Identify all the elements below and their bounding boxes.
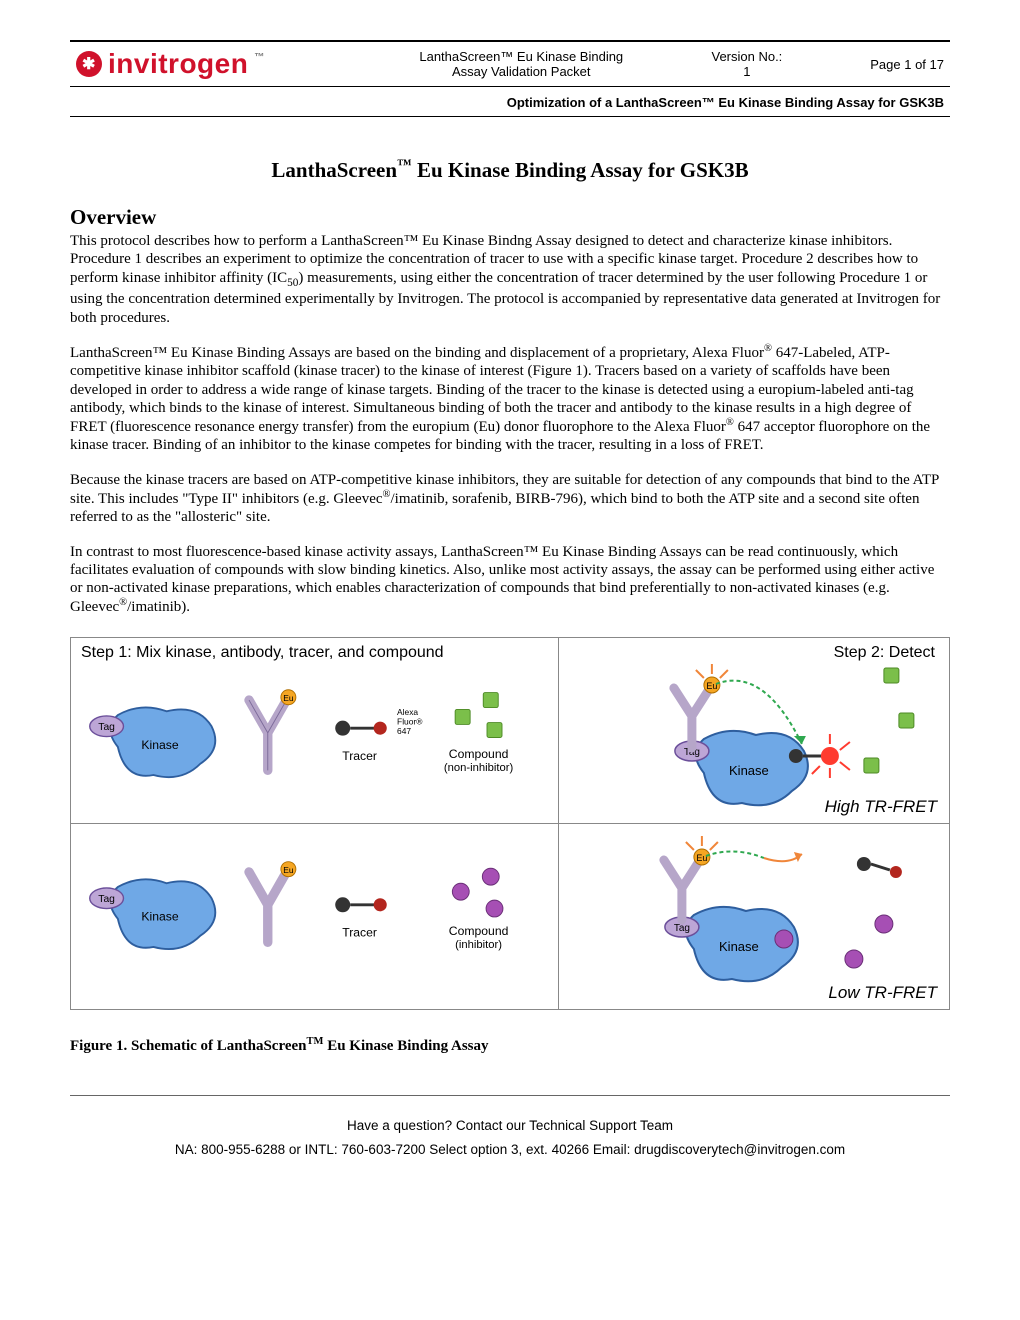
fig-cap-tm: TM	[307, 1036, 324, 1047]
svg-text:Kinase: Kinase	[729, 763, 769, 778]
header-version-value: 1	[685, 64, 808, 79]
p4b: /imatinib).	[127, 599, 190, 615]
header-table: ✱ invitrogen ™ LanthaScreen™ Eu Kinase B…	[70, 44, 950, 84]
footer-line-2: NA: 800-955-6288 or INTL: 760-603-7200 S…	[70, 1138, 950, 1162]
svg-text:Eu: Eu	[283, 693, 294, 703]
svg-text:Kinase: Kinase	[719, 939, 759, 954]
fig-cap-b: Eu Kinase Binding Assay	[323, 1038, 488, 1054]
header-doc-title-2: Assay Validation Packet	[369, 64, 673, 79]
header-version-label: Version No.:	[685, 49, 808, 64]
title-tm: ™	[397, 157, 412, 173]
figure-caption: Figure 1. Schematic of LanthaScreenTM Eu…	[70, 1036, 950, 1055]
figure-step2-bottom: Tag Kinase Eu	[559, 824, 949, 1009]
svg-text:Tag: Tag	[674, 923, 690, 934]
paragraph-4: In contrast to most fluorescence-based k…	[70, 543, 950, 617]
step2-top-svg: Tag Kinase Eu	[559, 638, 949, 823]
svg-text:Eu: Eu	[283, 865, 294, 875]
rule-mid-2	[70, 116, 950, 117]
brand-tm: ™	[254, 52, 265, 63]
figure-step2-top: Step 2: Detect Tag Kinase Eu	[559, 638, 949, 823]
svg-text:(non-inhibitor): (non-inhibitor)	[444, 762, 514, 774]
step2-bottom-svg: Tag Kinase Eu	[559, 824, 949, 1009]
rule-top	[70, 40, 950, 42]
svg-text:Eu: Eu	[707, 681, 718, 691]
brand-logo: ✱ invitrogen ™	[76, 48, 357, 80]
svg-text:(inhibitor): (inhibitor)	[455, 939, 502, 951]
svg-text:Eu: Eu	[697, 853, 708, 863]
p2b-sup: ®	[726, 417, 734, 428]
svg-text:Tracer: Tracer	[342, 925, 377, 939]
header-doc-title-1: LanthaScreen™ Eu Kinase Binding	[369, 49, 673, 64]
svg-text:Kinase: Kinase	[141, 909, 178, 923]
svg-text:647: 647	[397, 726, 411, 736]
svg-text:Tracer: Tracer	[342, 749, 377, 763]
figure-step1-top: Step 1: Mix kinase, antibody, tracer, an…	[71, 638, 559, 823]
paragraph-1: This protocol describes how to perform a…	[70, 232, 950, 327]
document-title: LanthaScreen™ Eu Kinase Binding Assay fo…	[70, 157, 950, 183]
svg-text:Tag: Tag	[98, 894, 115, 905]
p3a-sup: ®	[383, 489, 391, 500]
overview-heading: Overview	[70, 205, 950, 230]
footer: Have a question? Contact our Technical S…	[70, 1114, 950, 1163]
svg-text:Compound: Compound	[449, 924, 509, 938]
header-subtitle-table: Optimization of a LanthaScreen™ Eu Kinas…	[70, 89, 950, 114]
p1-sub: 50	[287, 277, 298, 289]
figure-row-2: Tag Kinase Eu Tracer	[71, 823, 949, 1009]
step1-bottom-svg: Tag Kinase Eu Tracer	[71, 824, 558, 1009]
result-high: High TR-FRET	[825, 797, 937, 817]
rule-bottom	[70, 1095, 950, 1096]
header-page: Page 1 of 17	[821, 57, 944, 72]
p2a: LanthaScreen™ Eu Kinase Binding Assays a…	[70, 345, 764, 361]
header-subtitle: Optimization of a LanthaScreen™ Eu Kinas…	[70, 89, 950, 114]
footer-line-1: Have a question? Contact our Technical S…	[70, 1114, 950, 1138]
figure-1: Step 1: Mix kinase, antibody, tracer, an…	[70, 637, 950, 1010]
paragraph-3: Because the kinase tracers are based on …	[70, 471, 950, 527]
p4a-sup: ®	[119, 597, 127, 608]
svg-text:Tag: Tag	[98, 722, 115, 733]
step1-top-svg: Tag Kinase Eu Tracer Alexa Flu	[71, 638, 558, 823]
fig-cap-a: Figure 1. Schematic of LanthaScreen	[70, 1038, 307, 1054]
figure-row-1: Step 1: Mix kinase, antibody, tracer, an…	[71, 638, 949, 823]
svg-text:Compound: Compound	[449, 747, 509, 761]
result-low: Low TR-FRET	[828, 983, 937, 1003]
p4a: In contrast to most fluorescence-based k…	[70, 544, 934, 616]
rule-mid	[70, 86, 950, 87]
paragraph-2: LanthaScreen™ Eu Kinase Binding Assays a…	[70, 343, 950, 455]
figure-step1-bottom: Tag Kinase Eu Tracer	[71, 824, 559, 1009]
brand-name: invitrogen	[108, 48, 248, 80]
title-suffix: Eu Kinase Binding Assay for GSK3B	[412, 158, 749, 182]
svg-text:Kinase: Kinase	[141, 738, 178, 752]
brand-mark-icon: ✱	[76, 51, 102, 77]
title-prefix: LanthaScreen	[271, 158, 397, 182]
p2a-sup: ®	[764, 343, 772, 354]
